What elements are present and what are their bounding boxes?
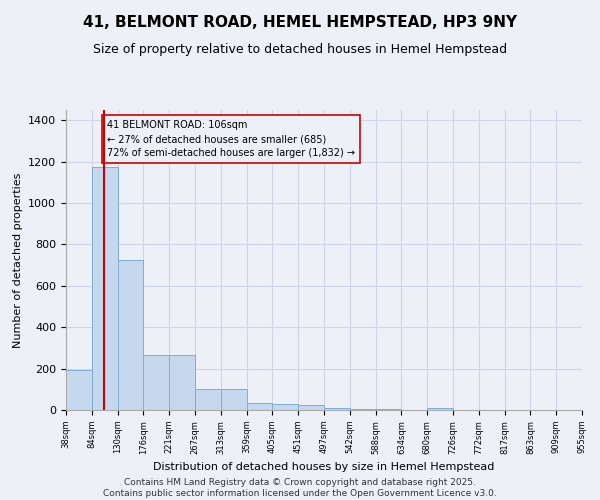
- Text: 41 BELMONT ROAD: 106sqm
← 27% of detached houses are smaller (685)
72% of semi-d: 41 BELMONT ROAD: 106sqm ← 27% of detache…: [107, 120, 355, 158]
- Y-axis label: Number of detached properties: Number of detached properties: [13, 172, 23, 348]
- Bar: [298, 406, 324, 410]
- Bar: [143, 355, 169, 410]
- Bar: [247, 403, 272, 410]
- Bar: [221, 388, 247, 410]
- Bar: [92, 167, 118, 410]
- Text: Contains HM Land Registry data © Crown copyright and database right 2025.
Contai: Contains HM Land Registry data © Crown c…: [103, 478, 497, 498]
- Text: 41, BELMONT ROAD, HEMEL HEMPSTEAD, HP3 9NY: 41, BELMONT ROAD, HEMEL HEMPSTEAD, HP3 9…: [83, 15, 517, 30]
- X-axis label: Distribution of detached houses by size in Hemel Hempstead: Distribution of detached houses by size …: [154, 462, 494, 472]
- Bar: [324, 408, 350, 410]
- Bar: [272, 404, 298, 410]
- Bar: [118, 260, 143, 410]
- Bar: [350, 409, 376, 410]
- Bar: [195, 388, 221, 410]
- Bar: [169, 355, 195, 410]
- Bar: [66, 370, 92, 410]
- Text: Size of property relative to detached houses in Hemel Hempstead: Size of property relative to detached ho…: [93, 42, 507, 56]
- Bar: [427, 408, 453, 410]
